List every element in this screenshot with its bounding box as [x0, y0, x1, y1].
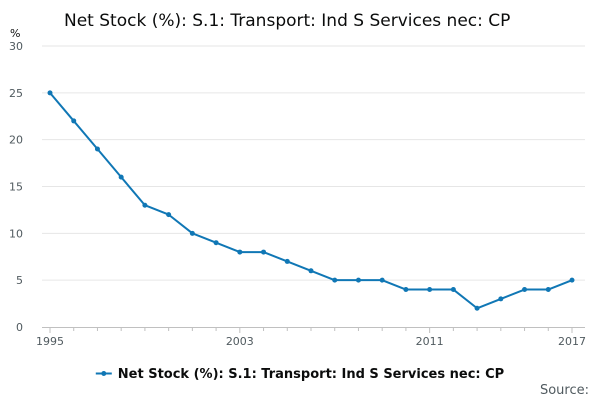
data-point[interactable]	[545, 287, 551, 293]
y-tick-label: 30	[9, 40, 23, 53]
data-point[interactable]	[71, 118, 77, 124]
data-point[interactable]	[498, 296, 504, 302]
series-group	[47, 90, 575, 311]
data-point[interactable]	[189, 230, 195, 236]
data-point[interactable]	[166, 212, 172, 218]
y-tick-label: 10	[9, 227, 23, 240]
data-point[interactable]	[427, 287, 433, 293]
x-tick-label: 2003	[226, 335, 254, 348]
x-tick-label: 2011	[416, 335, 444, 348]
data-point[interactable]	[284, 258, 290, 264]
legend[interactable]: Net Stock (%): S.1: Transport: Ind S Ser…	[95, 367, 504, 382]
data-point[interactable]	[355, 277, 361, 283]
legend-label: Net Stock (%): S.1: Transport: Ind S Ser…	[118, 367, 504, 382]
x-tick-label: 1995	[36, 335, 64, 348]
chart-title: Net Stock (%): S.1: Transport: Ind S Ser…	[64, 11, 510, 31]
y-tick-label: 0	[16, 321, 23, 334]
data-point[interactable]	[142, 202, 148, 208]
data-point[interactable]	[569, 277, 575, 283]
y-axis-ticks: 0 5 10 15 20 25 30	[9, 40, 23, 334]
y-axis-unit: %	[10, 27, 20, 40]
y-tick-label: 15	[9, 181, 23, 194]
data-point[interactable]	[308, 268, 314, 274]
data-point[interactable]	[118, 174, 124, 180]
data-point[interactable]	[450, 287, 456, 293]
data-point[interactable]	[403, 287, 409, 293]
data-point[interactable]	[474, 305, 480, 311]
x-axis-ticks: 1995 2003 2011 2017	[36, 327, 586, 348]
y-tick-label: 5	[16, 274, 23, 287]
y-tick-label: 25	[9, 87, 23, 100]
data-point[interactable]	[332, 277, 338, 283]
y-gridlines	[42, 45, 585, 281]
legend-swatch-marker	[101, 371, 107, 376]
data-point[interactable]	[379, 277, 385, 283]
data-point[interactable]	[94, 146, 100, 152]
source-label: Source:	[540, 383, 589, 398]
data-point[interactable]	[237, 249, 243, 255]
data-point[interactable]	[261, 249, 267, 255]
y-tick-label: 20	[9, 134, 23, 147]
data-point[interactable]	[522, 287, 528, 293]
data-point[interactable]	[213, 240, 219, 246]
series-line	[49, 92, 573, 310]
x-tick-label: 2017	[558, 335, 586, 348]
data-point[interactable]	[47, 90, 53, 96]
